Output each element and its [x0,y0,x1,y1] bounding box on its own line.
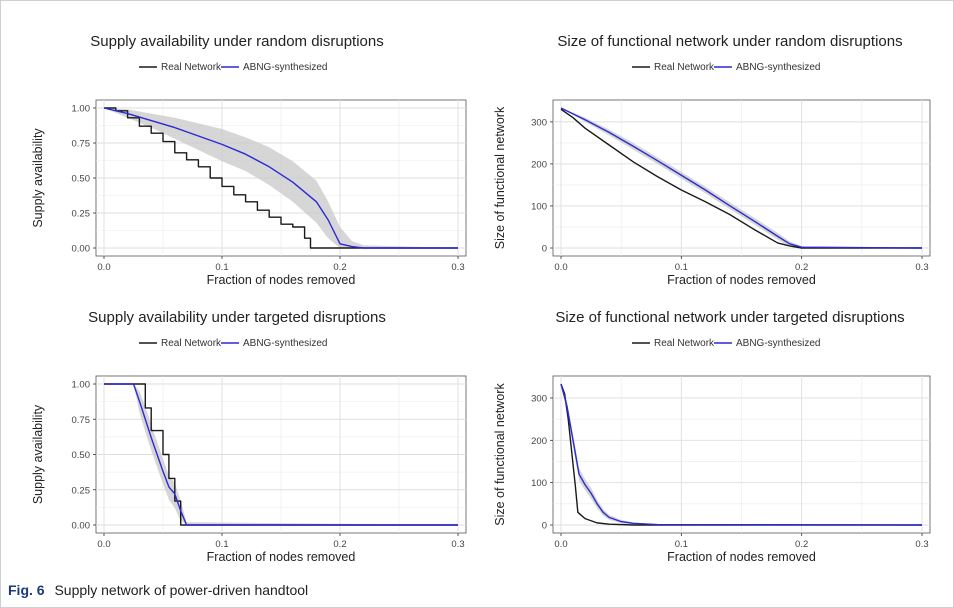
x-tick-label: 0.1 [675,262,688,273]
x-tick-label: 0.0 [97,262,110,273]
x-axis-label: Fraction of nodes removed [207,550,356,564]
y-tick-label: 1.00 [72,104,91,115]
y-tick-label: 300 [531,393,547,404]
x-tick-label: 0.1 [215,539,228,550]
y-tick-label: 0.50 [72,174,91,185]
series-line-1 [560,108,922,249]
x-tick-label: 0.0 [97,539,110,550]
plot-series [560,383,923,526]
plot-series [560,107,923,249]
series-line-2 [560,383,923,526]
x-tick-label: 0.0 [554,539,567,550]
chart-title: Supply availability under random disrupt… [90,33,384,50]
figure-label: Fig. 6 [8,582,45,598]
x-tick-label: 0.3 [451,539,464,550]
y-axis-label: Size of functional network [493,106,507,249]
chart-title: Size of functional network under targete… [555,309,904,326]
y-tick-label: 1.00 [72,380,91,391]
chart-legend: Real Network ABNG-synthesized [139,62,327,73]
y-tick-label: 0.50 [72,450,91,461]
figure-caption-text: Supply network of power-driven handtool [54,582,309,598]
y-tick-label: 100 [531,478,547,489]
chart-panel-1: Supply availability under random disrupt… [31,33,467,287]
chart-panel-2: Size of functional network under random … [493,33,931,287]
x-axis-label: Fraction of nodes removed [667,550,816,564]
series-line-1 [104,107,458,249]
y-tick-label: 0 [542,521,547,532]
legend-label-1: Real Network [161,338,222,349]
x-tick-label: 0.2 [795,539,808,550]
confidence-band-series-2 [104,108,458,248]
x-tick-label: 0.2 [333,539,346,550]
y-tick-label: 0.00 [72,244,91,255]
x-tick-label: 0.2 [795,262,808,273]
legend-label-1: Real Network [654,338,715,349]
legend-label-1: Real Network [654,62,715,73]
series-line-2 [104,383,458,526]
x-tick-label: 0.1 [675,539,688,550]
plot-series [104,383,458,526]
series-line-1 [560,383,922,526]
legend-label-2: ABNG-synthesized [736,338,820,349]
y-axis-label: Supply availability [31,404,45,504]
y-tick-label: 300 [531,117,547,128]
y-tick-label: 0.75 [72,139,91,150]
chart-title: Size of functional network under random … [557,33,902,50]
x-axis-label: Fraction of nodes removed [667,273,816,287]
y-axis-label: Size of functional network [493,383,507,526]
x-tick-label: 0.3 [451,262,464,273]
y-tick-label: 200 [531,159,547,170]
y-tick-label: 0.75 [72,415,91,426]
legend-label-2: ABNG-synthesized [243,338,327,349]
y-axis-label: Supply availability [31,128,45,228]
confidence-band-series-2 [104,384,458,525]
y-tick-label: 100 [531,201,547,212]
series-line-2 [103,107,458,249]
x-axis-label: Fraction of nodes removed [207,273,356,287]
chart-legend: Real Network ABNG-synthesized [632,338,820,349]
plot-series [103,107,458,249]
y-tick-label: 0.25 [72,485,91,496]
chart-panel-4: Size of functional network under targete… [493,309,931,564]
legend-label-2: ABNG-synthesized [243,62,327,73]
x-tick-label: 0.0 [554,262,567,273]
chart-title: Supply availability under targeted disru… [88,309,386,326]
y-tick-label: 0.00 [72,521,91,532]
x-tick-label: 0.3 [915,539,928,550]
x-tick-label: 0.3 [915,262,928,273]
x-tick-label: 0.1 [215,262,228,273]
series-line-2 [560,107,923,249]
chart-legend: Real Network ABNG-synthesized [139,338,327,349]
figure-caption: Fig. 6 Supply network of power-driven ha… [8,582,308,598]
series-line-1 [104,383,458,526]
chart-legend: Real Network ABNG-synthesized [632,62,820,73]
x-tick-label: 0.2 [333,262,346,273]
grid-lines [96,100,466,256]
y-tick-label: 0 [542,244,547,255]
y-tick-label: 200 [531,436,547,447]
legend-label-2: ABNG-synthesized [736,62,820,73]
y-tick-label: 0.25 [72,209,91,220]
legend-label-1: Real Network [161,62,222,73]
chart-panel-3: Supply availability under targeted disru… [31,309,467,564]
